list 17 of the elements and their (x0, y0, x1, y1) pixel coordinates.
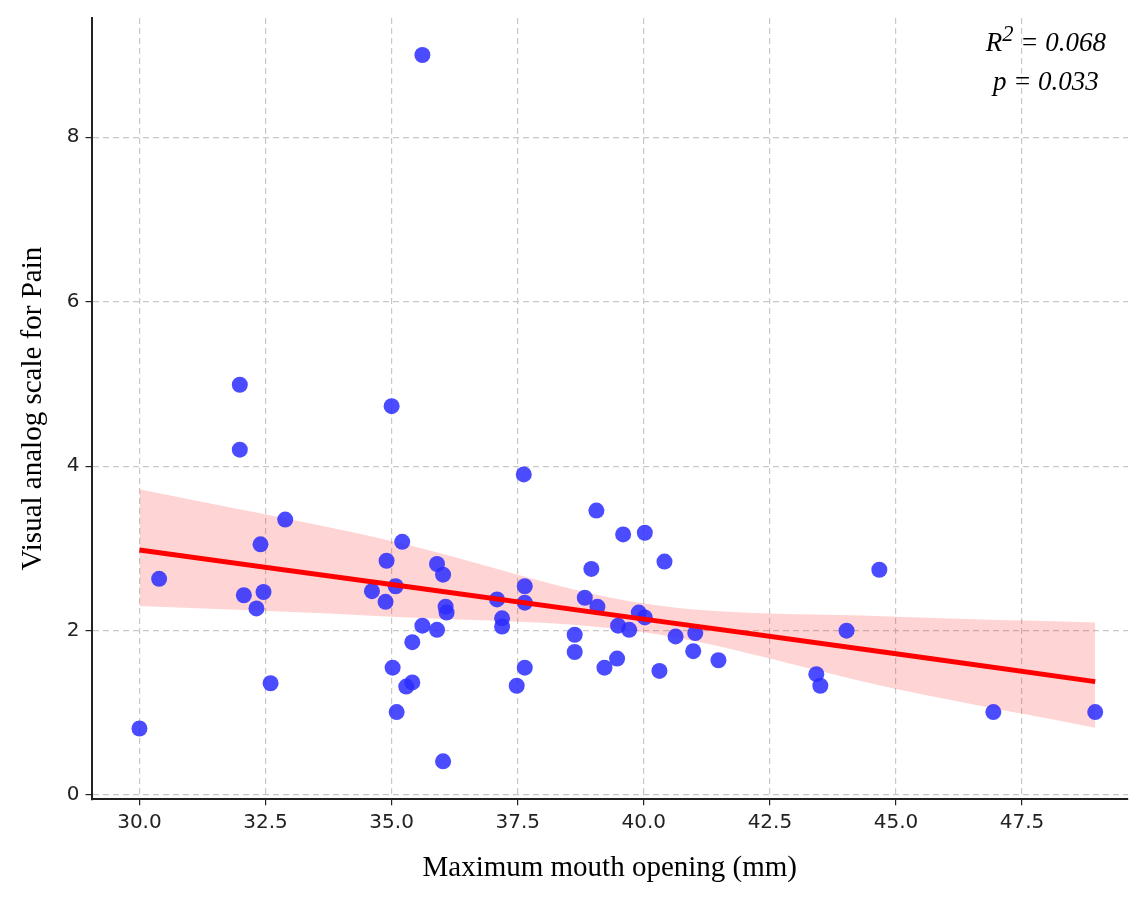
y-tick-label: 8 (66, 123, 80, 148)
annotation: R$^{2}$ = 0.068 (985, 20, 1106, 59)
x-tick-label: 37.5 (495, 809, 540, 834)
x-tick-label: 40.0 (621, 809, 667, 834)
y-tick-label: 0 (66, 781, 80, 806)
y-axis-title: Visual analog scale for Pain (15, 246, 48, 571)
x-tick-label: 32.5 (243, 809, 288, 834)
annotation: p = 0.033 (990, 65, 1100, 99)
y-tick-label: 2 (66, 616, 80, 641)
y-tick-label: 4 (66, 452, 80, 477)
x-axis-title: Maximum mouth opening (mm) (422, 850, 798, 884)
x-tick-label: 35.0 (369, 809, 414, 834)
x-tick-label: 47.5 (999, 809, 1045, 834)
x-tick-label: 45.0 (873, 809, 919, 834)
x-tick-label: 30.0 (117, 809, 162, 834)
y-tick-label: 6 (66, 287, 80, 312)
x-tick-label: 42.5 (747, 809, 793, 834)
